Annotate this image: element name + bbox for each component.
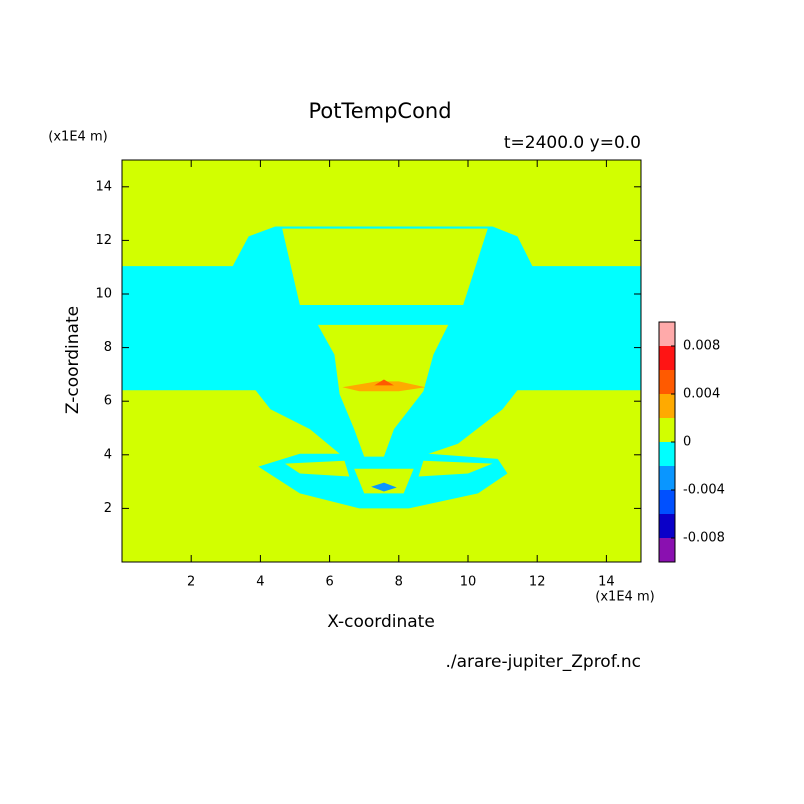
contour-region <box>282 228 488 305</box>
y-tick-label: 6 <box>104 394 112 409</box>
source-file: ./arare-jupiter_Zprof.nc <box>445 652 641 672</box>
x-tick-label: 12 <box>529 575 546 590</box>
contour-region <box>354 468 414 494</box>
x-unit: (x1E4 m) <box>595 590 654 605</box>
colorbar-swatch <box>659 370 675 394</box>
colorbar-swatch <box>659 442 675 466</box>
y-tick-label: 12 <box>95 233 112 248</box>
x-tick-label: 14 <box>598 575 615 590</box>
chart-subtitle: t=2400.0 y=0.0 <box>504 133 641 153</box>
colorbar-swatch <box>659 490 675 514</box>
colorbar-swatch <box>659 346 675 370</box>
chart-title: PotTempCond <box>308 99 451 123</box>
x-axis-label: X-coordinate <box>327 612 435 632</box>
x-tick-label: 6 <box>325 575 333 590</box>
x-tick-label: 10 <box>460 575 477 590</box>
colorbar-swatch <box>659 466 675 490</box>
colorbar-swatch <box>659 322 675 346</box>
y-tick-label: 14 <box>95 179 112 194</box>
colorbar-tick-label: -0.004 <box>683 483 725 498</box>
x-tick-label: 8 <box>395 575 403 590</box>
colorbar-swatch <box>659 514 675 538</box>
y-unit: (x1E4 m) <box>48 130 107 145</box>
y-tick-label: 8 <box>104 340 112 355</box>
colorbar-swatch <box>659 394 675 418</box>
plot-frame <box>121 159 642 563</box>
x-tick-label: 2 <box>187 575 195 590</box>
colorbar-tick-label: 0.004 <box>683 387 720 402</box>
contour-region <box>284 460 350 477</box>
x-tick-label: 4 <box>256 575 264 590</box>
colorbar-swatch <box>659 538 675 562</box>
y-tick-label: 10 <box>95 287 112 302</box>
y-axis-label: Z-coordinate <box>63 306 83 414</box>
contour-region <box>374 379 394 386</box>
y-tick-label: 2 <box>104 501 112 516</box>
colorbar-swatch <box>659 418 675 442</box>
contour-region <box>418 460 493 477</box>
y-tick-label: 4 <box>104 447 112 462</box>
colorbar-tick-label: 0 <box>683 435 691 450</box>
colorbar-tick-label: -0.008 <box>683 531 725 546</box>
contour-region <box>342 381 426 392</box>
colorbar-tick-label: 0.008 <box>683 339 720 354</box>
contour-region <box>371 482 397 492</box>
